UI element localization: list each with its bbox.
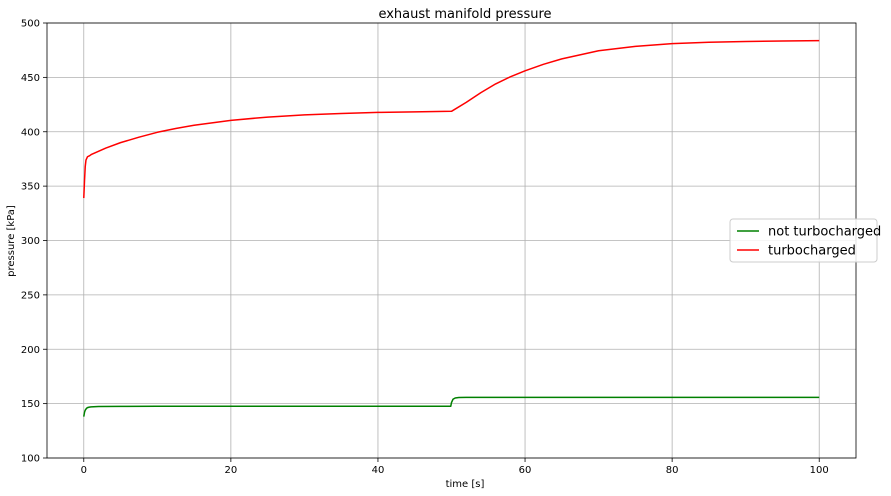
legend-label: not turbocharged — [768, 225, 881, 240]
series-line-turbocharged — [83, 39, 820, 199]
x-axis-label: time [s] — [446, 479, 485, 490]
y-tick-label: 400 — [21, 127, 40, 138]
x-tick-label: 80 — [666, 465, 679, 476]
y-tick-label: 500 — [21, 19, 40, 30]
y-tick-label: 350 — [21, 182, 40, 193]
x-tick-label: 40 — [372, 465, 385, 476]
x-tick-label: 20 — [224, 465, 237, 476]
y-axis-label: pressure [kPa] — [6, 205, 17, 277]
x-tick-label: 0 — [81, 465, 87, 476]
y-tick-label: 250 — [21, 290, 40, 301]
y-tick-label: 200 — [21, 345, 40, 356]
ticks: 0 20 40 60 80 100 100 150 200 250 300 350 400 450 500 — [21, 19, 829, 477]
series-line-not-turbocharged — [83, 396, 820, 417]
x-tick-label: 100 — [810, 465, 829, 476]
legend-label: turbocharged — [768, 244, 856, 259]
chart-title: exhaust manifold pressure — [378, 7, 551, 22]
y-tick-label: 150 — [21, 399, 40, 410]
legend: not turbocharged turbocharged — [729, 218, 881, 263]
legend-box — [729, 218, 878, 263]
x-tick-label: 60 — [519, 465, 532, 476]
series-layer — [83, 39, 820, 417]
y-tick-label: 450 — [21, 73, 40, 84]
y-tick-label: 300 — [21, 236, 40, 247]
y-tick-label: 100 — [21, 454, 40, 465]
